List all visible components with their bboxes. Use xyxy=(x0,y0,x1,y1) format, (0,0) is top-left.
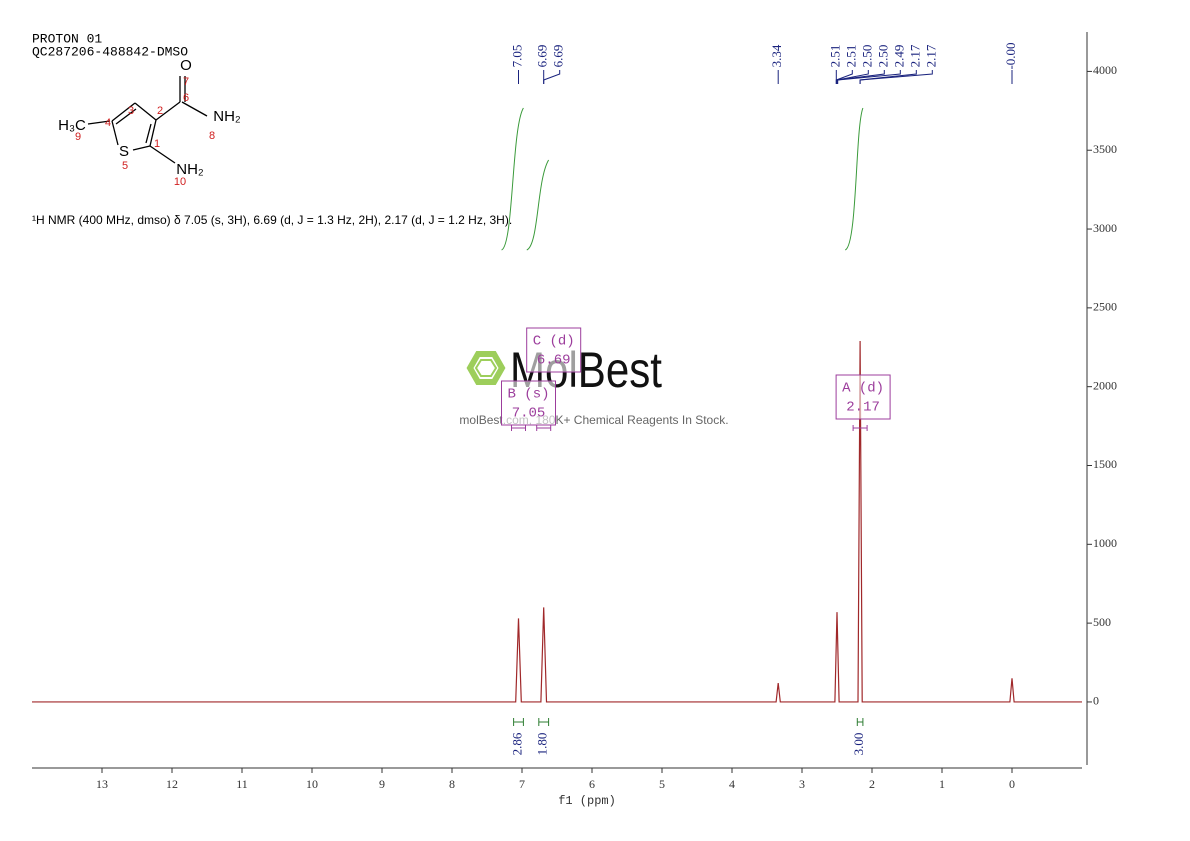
x-tick-label: 6 xyxy=(589,777,595,791)
watermark-tagline: molBest.com, 180K+ Chemical Reagents In … xyxy=(459,413,728,427)
x-axis-label: f1 (ppm) xyxy=(558,794,616,808)
molecule xyxy=(87,76,208,164)
multiplet-name: C (d) xyxy=(533,334,575,350)
x-tick-label: 1 xyxy=(939,777,945,791)
y-tick-label: 2500 xyxy=(1093,300,1117,314)
integral-curve xyxy=(501,107,524,251)
atom-label: O xyxy=(180,57,192,74)
integral-bracket xyxy=(538,718,550,726)
x-tick-label: 2 xyxy=(869,777,875,791)
x-tick-label: 11 xyxy=(236,777,248,791)
atom-locant: 8 xyxy=(209,130,215,142)
peak-connector xyxy=(835,70,853,84)
atom-locant: 7 xyxy=(183,76,189,88)
multiplet-name: A (d) xyxy=(842,381,884,397)
x-tick-label: 12 xyxy=(166,777,178,791)
x-tick-label: 9 xyxy=(379,777,385,791)
peak-label: -0.00 xyxy=(1003,42,1018,69)
y-tick-label: 500 xyxy=(1093,615,1111,629)
watermark xyxy=(466,351,506,385)
header-line: PROTON 01 xyxy=(32,31,102,46)
multiplet-shift: 2.17 xyxy=(846,400,880,416)
multiplet-bracket xyxy=(536,425,552,431)
x-tick-label: 0 xyxy=(1009,777,1015,791)
atom-locant: 5 xyxy=(122,160,128,172)
multiplet-box xyxy=(835,374,891,420)
y-tick-label: 4000 xyxy=(1093,63,1117,77)
peak-label: 6.69 xyxy=(535,45,550,68)
x-tick-label: 10 xyxy=(306,777,318,791)
multiplet-bracket xyxy=(511,425,526,431)
y-tick-label: 1500 xyxy=(1093,457,1117,471)
integral-curve xyxy=(526,159,550,251)
peak-connector xyxy=(836,70,885,84)
y-tick-label: 3000 xyxy=(1093,221,1117,235)
atom-label: S xyxy=(119,143,129,160)
integral-bracket xyxy=(513,718,524,726)
multiplet-box xyxy=(501,380,556,426)
peak-label: 2.50 xyxy=(875,45,890,68)
integral-label: 1.80 xyxy=(535,733,550,756)
peak-connector xyxy=(837,70,901,84)
peak-label: 2.17 xyxy=(923,44,938,67)
nmr-description: ¹H NMR (400 MHz, dmso) δ 7.05 (s, 3H), 6… xyxy=(32,213,512,227)
y-tick-label: 0 xyxy=(1093,694,1099,708)
y-tick-label: 3500 xyxy=(1093,142,1117,156)
peak-label: 6.69 xyxy=(551,45,566,68)
y-tick-label: 2000 xyxy=(1093,378,1117,392)
peak-connector xyxy=(543,70,561,84)
peak-label: 2.49 xyxy=(891,45,906,68)
atom-locant: 4 xyxy=(105,117,111,129)
peak-label: 7.05 xyxy=(509,45,524,68)
integral-curve xyxy=(844,107,864,251)
multiplet-bracket xyxy=(852,425,868,431)
atom-locant: 9 xyxy=(75,131,81,143)
header-line: QC287206-488842-DMSO xyxy=(32,44,188,59)
atom-locant: 1 xyxy=(154,138,160,150)
x-tick-label: 13 xyxy=(96,777,108,791)
integral-label: 3.00 xyxy=(851,733,866,756)
spectrum-line xyxy=(32,340,1082,703)
multiplet-name: B (s) xyxy=(507,387,549,403)
peak-label: 2.17 xyxy=(907,44,922,67)
peak-label: 2.51 xyxy=(843,45,858,68)
atom-locant: 6 xyxy=(183,92,189,104)
atom-locant: 2 xyxy=(157,105,163,117)
integral-bracket xyxy=(856,718,864,726)
atom-locant: 3 xyxy=(128,105,134,117)
atom-locant: 10 xyxy=(174,176,186,188)
atom-label: H₃C xyxy=(58,117,86,134)
peak-label: 2.51 xyxy=(827,45,842,68)
x-tick-label: 5 xyxy=(659,777,665,791)
y-tick-label: 1000 xyxy=(1093,536,1117,550)
multiplet-box xyxy=(526,327,582,373)
x-tick-label: 3 xyxy=(799,777,805,791)
peak-label: 2.50 xyxy=(859,45,874,68)
peak-connector xyxy=(859,70,933,84)
atom-label: NH₂ xyxy=(213,108,241,125)
atom-label: NH₂ xyxy=(176,161,204,178)
x-tick-label: 8 xyxy=(449,777,455,791)
x-tick-label: 4 xyxy=(729,777,735,791)
integral-label: 2.86 xyxy=(509,732,524,755)
multiplet-shift: 7.05 xyxy=(512,406,546,422)
multiplet-shift: 6.69 xyxy=(537,353,571,369)
peak-label: 3.34 xyxy=(769,44,784,67)
x-tick-label: 7 xyxy=(519,777,525,791)
